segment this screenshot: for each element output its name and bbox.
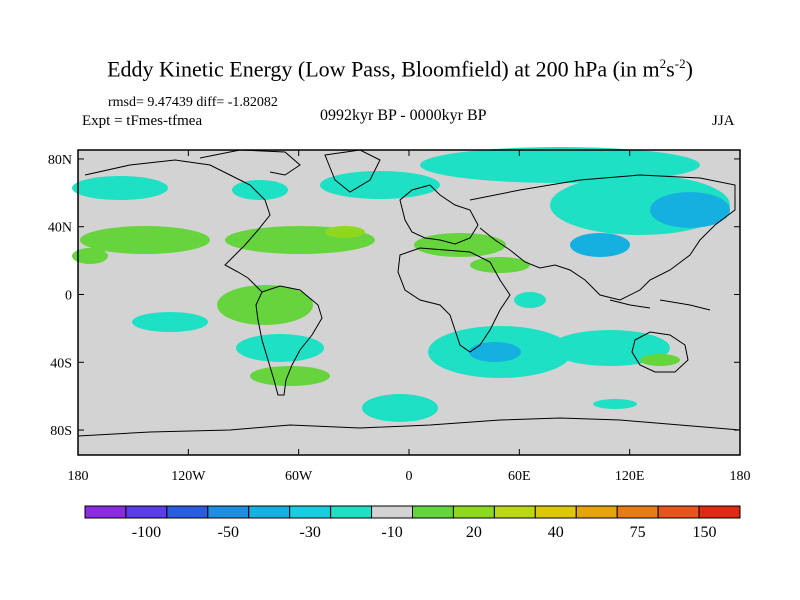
field-positive-south-america <box>217 285 313 325</box>
field-negative-indian-east <box>550 330 670 366</box>
coast-south-america <box>255 285 323 396</box>
field-positive-west-pacific <box>72 248 108 264</box>
colorbar-box <box>289 505 332 519</box>
colorbar-box <box>412 505 454 519</box>
field-positive-australia <box>640 354 680 366</box>
coast-indonesia <box>609 299 711 311</box>
lat-tick-label: 40N <box>48 221 72 236</box>
field-positive-mediterranean <box>414 233 506 257</box>
colorbar-box <box>248 505 291 519</box>
colorbar-box <box>371 505 413 519</box>
field-negative-tropical-africa <box>514 292 546 308</box>
lat-tick-label: 80S <box>50 424 72 439</box>
lon-tick-label: 0 <box>406 469 413 484</box>
field-negative-east-asia-core2 <box>570 233 630 257</box>
lon-tick-label: 120E <box>615 469 645 484</box>
lon-tick-label: 180 <box>68 469 89 484</box>
plot-title-main: Eddy Kinetic Energy (Low Pass, Bloomfiel… <box>107 56 660 82</box>
colorbar-box <box>493 505 536 519</box>
plot-title-end: ) <box>685 56 693 82</box>
colorbar-label: -30 <box>299 524 320 541</box>
lat-tick-label: 80N <box>48 153 72 168</box>
colorbar-box <box>166 505 209 519</box>
field-positive-pacific-jet <box>80 226 210 254</box>
plot-title: Eddy Kinetic Energy (Low Pass, Bloomfiel… <box>0 56 800 82</box>
colorbar-box <box>657 505 700 519</box>
field-negative-north-pacific <box>72 176 168 200</box>
field-negative-south-pacific <box>132 312 208 332</box>
colorbar-box <box>534 505 577 519</box>
colorbar-label: 20 <box>466 524 482 541</box>
colorbar-label: 75 <box>630 524 646 541</box>
colorbar-box <box>575 505 618 519</box>
field-positive-atlantic-jet-core <box>325 226 365 238</box>
field-negative-southern-ocean-east <box>593 399 637 409</box>
field-negative-southern-ocean <box>362 394 438 422</box>
stats-label: rmsd= 9.47439 diff= -1.82082 <box>108 95 278 110</box>
field-negative-north-atlantic <box>320 171 440 199</box>
lon-tick-label: 180 <box>730 469 751 484</box>
colorbar-box <box>207 505 250 519</box>
coast-australia <box>631 331 689 373</box>
colorbar-box <box>698 505 741 519</box>
colorbar-box <box>616 505 659 519</box>
coast-antarctica <box>77 417 741 437</box>
anomaly-fields <box>72 147 730 422</box>
colorbar: -100 -50 -30 -10 20 40 75 150 <box>84 505 741 541</box>
coast-north-america <box>84 159 271 293</box>
colorbar-label: 40 <box>548 524 564 541</box>
coast-africa <box>397 247 511 353</box>
lon-tick-label: 60E <box>508 469 531 484</box>
colorbar-label: -10 <box>381 524 402 541</box>
field-positive-middle-east <box>470 257 530 273</box>
lon-tick-label: 60W <box>285 469 313 484</box>
colorbar-box <box>330 505 373 519</box>
field-negative-east-asia-core <box>650 192 730 228</box>
lat-tick-label: 0 <box>65 289 72 304</box>
coast-asia <box>469 174 736 301</box>
colorbar-box <box>125 505 168 519</box>
field-positive-south-america-south <box>250 366 330 386</box>
period-label: 0992kyr BP - 0000kyr BP <box>320 107 487 124</box>
plot-title-sup2: -2 <box>674 56 686 71</box>
colorbar-label: -100 <box>132 524 161 541</box>
field-negative-north-atlantic-west <box>232 180 288 200</box>
lon-tick-label: 120W <box>171 469 206 484</box>
field-negative-south-atlantic <box>236 334 324 362</box>
colorbar-boxes <box>84 505 741 519</box>
colorbar-label: -50 <box>218 524 239 541</box>
colorbar-box <box>452 505 495 519</box>
field-negative-south-indian-core <box>469 342 521 362</box>
colorbar-label: 150 <box>693 524 717 541</box>
plot-title-sup1: 2 <box>659 56 667 71</box>
plot-title-mid: s <box>666 56 675 82</box>
axis-tick-labels: 80N 40N 0 40S 80S 180 120W 60W 0 60E 120E 180 <box>48 153 751 484</box>
lat-tick-label: 40S <box>50 356 72 371</box>
coast-europe <box>399 184 479 245</box>
experiment-label: Expt = tFmes-tfmea <box>82 113 203 129</box>
colorbar-labels: -100 -50 -30 -10 20 40 75 150 <box>132 524 717 541</box>
axis-ticks <box>77 150 741 455</box>
colorbar-box <box>84 505 127 519</box>
season-label: JJA <box>712 113 735 129</box>
coast-canada-arctic <box>199 149 301 176</box>
